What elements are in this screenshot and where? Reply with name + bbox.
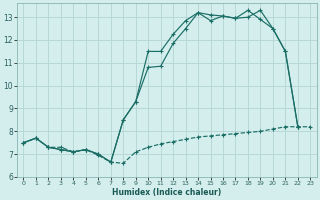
X-axis label: Humidex (Indice chaleur): Humidex (Indice chaleur) [112,188,221,197]
